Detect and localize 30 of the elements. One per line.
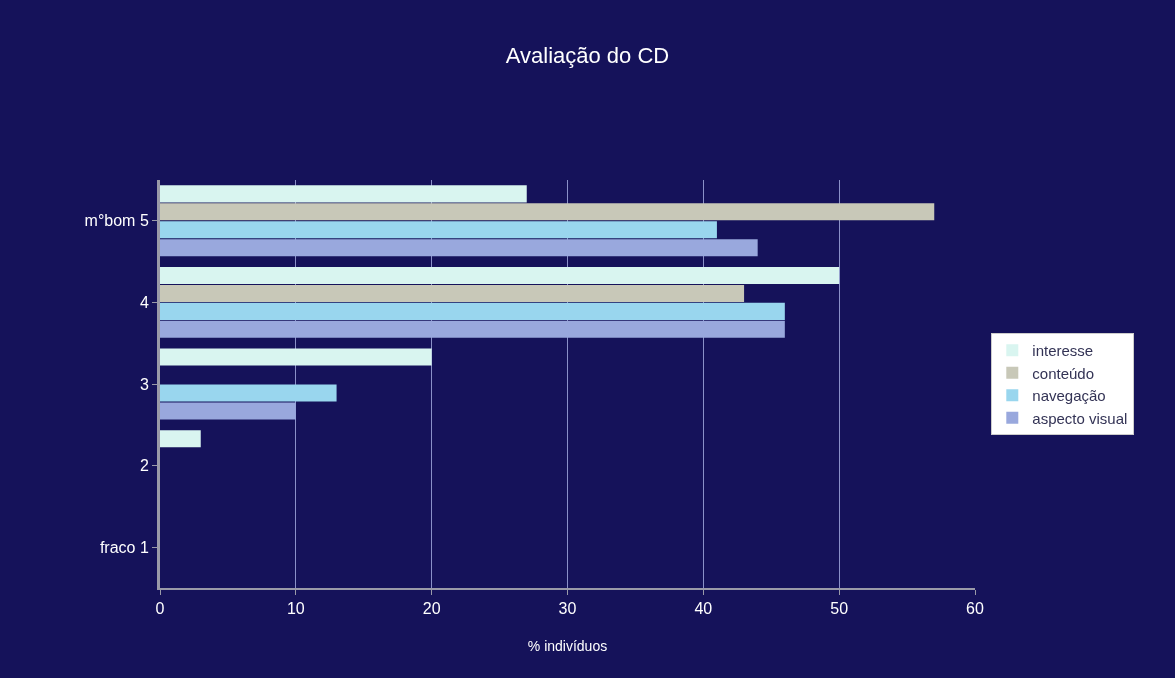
bar <box>160 239 758 257</box>
y-tick-label: fraco 1 <box>99 538 149 556</box>
x-tick-label: 60 <box>966 600 984 618</box>
x-tick-label: 0 <box>155 600 165 618</box>
y-tick-label: 4 <box>139 294 149 311</box>
x-tick-label: 40 <box>694 600 713 618</box>
bar <box>160 185 527 203</box>
x-tick-label: 30 <box>558 600 577 618</box>
x-tick-label: 20 <box>422 600 441 618</box>
bar <box>160 284 745 302</box>
bar <box>160 384 337 402</box>
legend-label: interesse <box>1032 342 1094 360</box>
y-tick-label: 2 <box>139 457 149 475</box>
bar <box>160 348 432 366</box>
bar <box>160 430 201 448</box>
bar <box>160 203 935 221</box>
bar <box>160 302 785 320</box>
bar <box>160 266 840 284</box>
y-tick-label: m°bom 5 <box>84 212 149 230</box>
bar <box>160 221 717 239</box>
y-tick-label: 3 <box>139 375 149 393</box>
chart-title: Avaliação do CD <box>505 42 670 68</box>
x-axis-title: % indivíduos <box>527 638 608 654</box>
x-tick-label: 10 <box>286 600 305 618</box>
bar <box>160 320 785 338</box>
legend-label: navegação <box>1032 387 1106 405</box>
bar <box>160 402 296 420</box>
x-tick-label: 50 <box>830 600 849 618</box>
legend-label: conteúdo <box>1032 364 1095 382</box>
legend-label: aspecto visual <box>1032 409 1128 427</box>
